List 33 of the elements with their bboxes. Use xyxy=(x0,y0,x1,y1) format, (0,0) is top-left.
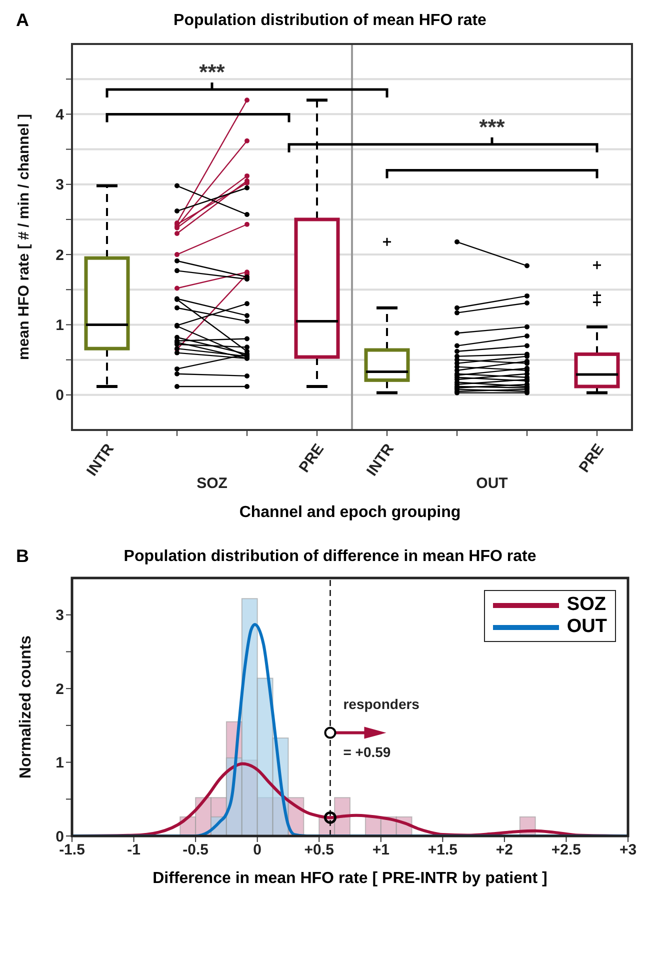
x-tick-label: -1 xyxy=(127,842,140,859)
y-tick-label: 1 xyxy=(56,317,64,334)
x-tick-label: +0.5 xyxy=(304,842,334,859)
text: A xyxy=(16,10,29,31)
legend-label: SOZ xyxy=(566,594,606,616)
x-tick-label: +2.5 xyxy=(551,842,582,859)
y-axis-title: Normalized counts xyxy=(18,635,35,779)
x-axis-title: Channel and epoch grouping xyxy=(238,504,462,522)
x-tick-label: +3 xyxy=(619,842,637,859)
annotation: responders xyxy=(343,696,420,712)
y-tick-label: 4 xyxy=(56,106,65,124)
text: B xyxy=(16,546,29,567)
x-tick-label: +1.5 xyxy=(428,842,458,859)
annotation: *** xyxy=(479,114,506,140)
text: OUT xyxy=(476,475,508,492)
y-tick-label: 3 xyxy=(56,176,64,194)
x-axis-title: Difference in mean HFO rate [ PRE-INTR by patient ] xyxy=(152,870,548,888)
annotation: = +0.59 xyxy=(343,744,391,760)
y-tick-label: 3 xyxy=(56,607,64,624)
x-tick-label: +1 xyxy=(372,842,390,859)
y-tick-label: 0 xyxy=(56,387,64,404)
x-tick-label: -0.5 xyxy=(182,842,208,859)
y-tick-label: 2 xyxy=(56,680,64,698)
y-tick-label: 2 xyxy=(56,246,64,264)
text: SOZ xyxy=(196,475,228,492)
chart-title: Population distribution of difference in mean HFO rate xyxy=(124,548,536,565)
x-tick-label: 0 xyxy=(253,842,262,859)
chart-title: Population distribution of mean HFO rate xyxy=(174,12,486,29)
y-axis-title: mean HFO rate [ # / min / channel ] xyxy=(15,114,32,360)
annotation: *** xyxy=(199,60,226,85)
x-tick-label: +2 xyxy=(496,842,513,859)
y-tick-label: 1 xyxy=(56,754,64,772)
legend-label: OUT xyxy=(566,616,607,638)
